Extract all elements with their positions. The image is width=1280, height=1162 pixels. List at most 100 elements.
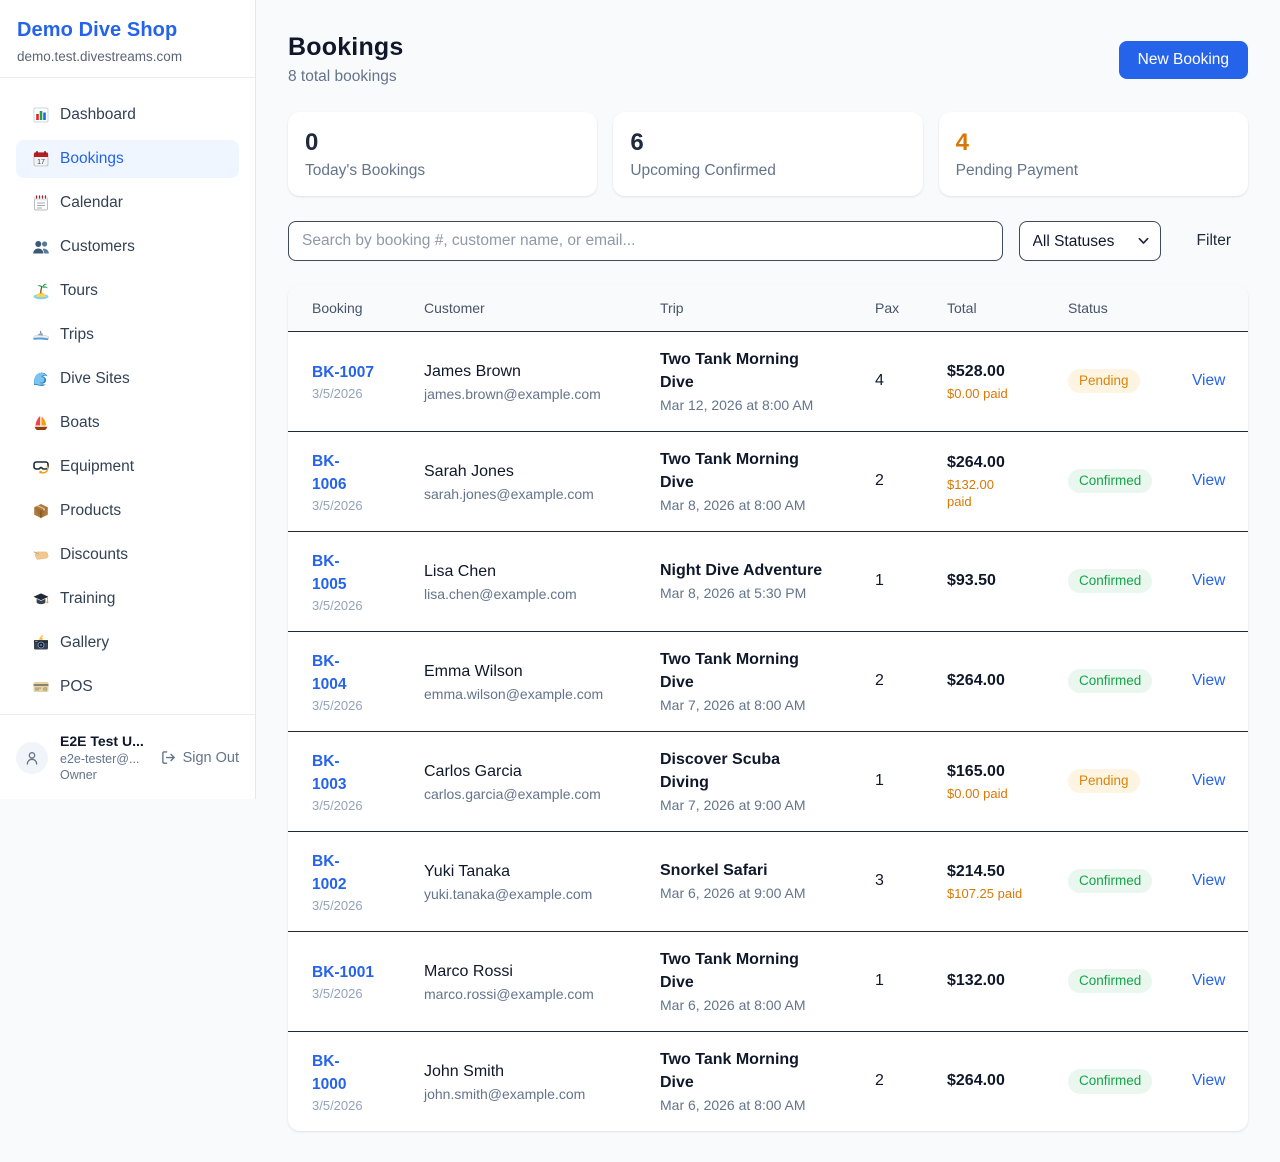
bookings-table: Booking Customer Trip Pax Total Status BK-100… [288, 285, 1248, 1131]
sidebar-item-gallery[interactable]: Gallery [16, 624, 239, 662]
sidebar-item-dashboard[interactable]: Dashboard [16, 96, 239, 134]
trip-datetime: Mar 6, 2026 at 8:00 AM [660, 1096, 806, 1113]
sidebar-item-label: Dive Sites [60, 370, 130, 387]
status-select[interactable]: All Statuses [1018, 221, 1161, 261]
total-cell: $93.50 [935, 531, 1056, 632]
status-select-wrap: All Statuses [1018, 221, 1161, 261]
booking-date: 3/5/2026 [312, 1097, 363, 1113]
graduation-cap-icon [32, 590, 50, 608]
status-badge: Confirmed [1068, 568, 1153, 594]
trip-datetime: Mar 6, 2026 at 9:00 AM [660, 885, 806, 901]
stat-label: Upcoming Confirmed [630, 162, 776, 180]
view-link[interactable]: View [1192, 972, 1226, 989]
booking-id-link[interactable]: BK-1007 [312, 364, 375, 381]
customer-cell: Carlos Garcia carlos.garcia@example.com [412, 731, 648, 832]
dive-mask-icon [32, 458, 50, 476]
sidebar-item-training[interactable]: Training [16, 580, 239, 618]
user-name: E2E Test U... [60, 733, 144, 749]
view-link[interactable]: View [1192, 872, 1226, 889]
column-header-customer: Customer [412, 285, 648, 332]
action-cell: View [1180, 631, 1248, 732]
total-cell: $264.00 [935, 1031, 1056, 1131]
stat-label: Pending Payment [955, 162, 1079, 180]
sign-out-label: Sign Out [182, 749, 239, 766]
pax-cell: 2 [863, 1031, 935, 1131]
customer-email: john.smith@example.com [424, 1086, 586, 1103]
sidebar-item-trips[interactable]: Trips [16, 316, 239, 354]
column-header-booking: Booking [288, 285, 412, 332]
booking-date: 3/5/2026 [312, 597, 363, 613]
booking-id-link[interactable]: BK- 1005 [312, 552, 347, 593]
status-badge: Pending [1068, 368, 1140, 394]
status-cell: Confirmed [1056, 931, 1180, 1032]
sidebar-item-label: Products [60, 502, 122, 519]
pax-value: 2 [875, 672, 884, 689]
booking-cell: BK- 1005 3/5/2026 [288, 531, 412, 632]
view-link[interactable]: View [1192, 372, 1226, 389]
customer-email: marco.rossi@example.com [424, 986, 594, 1002]
sidebar-item-tours[interactable]: Tours [16, 272, 239, 310]
customer-name: Marco Rossi [424, 963, 513, 980]
filter-button[interactable]: Filter [1177, 232, 1248, 250]
total-cell: $132.00 [935, 931, 1056, 1032]
sidebar: Demo Dive Shop demo.test.divestreams.com… [0, 0, 256, 799]
sidebar-item-discounts[interactable]: Discounts [16, 536, 239, 574]
people-icon [32, 238, 50, 256]
action-cell: View [1180, 931, 1248, 1032]
sidebar-item-equipment[interactable]: Equipment [16, 448, 239, 486]
booking-cell: BK- 1003 3/5/2026 [288, 731, 412, 832]
trip-cell: Two Tank Morning Dive Mar 12, 2026 at 8:0… [648, 331, 863, 432]
booking-cell: BK- 1002 3/5/2026 [288, 831, 412, 932]
booking-id-link[interactable]: BK- 1003 [312, 752, 347, 793]
sign-out-button[interactable]: Sign Out [161, 750, 239, 766]
column-header-pax: Pax [863, 285, 935, 332]
sidebar-item-pos[interactable]: POS [16, 668, 239, 706]
status-badge: Confirmed [1068, 1069, 1153, 1094]
booking-id-link[interactable]: BK- 1002 [312, 852, 347, 893]
trip-cell: Two Tank Morning Dive Mar 6, 2026 at 8:00… [648, 1031, 863, 1131]
trip-datetime: Mar 8, 2026 at 5:30 PM [660, 585, 807, 601]
search-input[interactable] [288, 221, 1003, 261]
booking-id-link[interactable]: BK- 1006 [312, 452, 347, 493]
booking-cell: BK- 1000 3/5/2026 [288, 1031, 412, 1131]
pax-value: 1 [875, 572, 884, 589]
customer-name: Sarah Jones [424, 463, 514, 480]
sidebar-item-label: Customers [60, 238, 135, 255]
total-amount: $264.00 [947, 454, 1005, 471]
view-link[interactable]: View [1192, 772, 1226, 789]
sidebar-item-boats[interactable]: Boats [16, 404, 239, 442]
view-link[interactable]: View [1192, 672, 1226, 689]
shop-name: Demo Dive Shop [17, 19, 178, 41]
booking-id-link[interactable]: BK- 1000 [312, 1052, 347, 1093]
package-icon [32, 502, 50, 520]
booking-id-link[interactable]: BK-1001 [312, 964, 375, 981]
status-badge: Confirmed [1068, 968, 1153, 994]
tag-icon [32, 546, 50, 564]
stat-value: 6 [630, 129, 644, 156]
new-booking-button[interactable]: New Booking [1118, 41, 1248, 79]
view-link[interactable]: View [1192, 572, 1226, 589]
sidebar-item-calendar[interactable]: Calendar [16, 184, 239, 222]
action-cell: View [1180, 331, 1248, 432]
customer-email: lisa.chen@example.com [424, 586, 577, 602]
trip-datetime: Mar 7, 2026 at 9:00 AM [660, 796, 806, 813]
page-header-titles: Bookings 8 total bookings [288, 33, 404, 86]
table-header: Booking Customer Trip Pax Total Status [288, 285, 1248, 332]
status-cell: Confirmed [1056, 1031, 1180, 1131]
status-badge: Pending [1068, 768, 1140, 794]
sidebar-item-customers[interactable]: Customers [16, 228, 239, 266]
stat-value: 0 [305, 129, 319, 156]
pax-value: 1 [875, 772, 884, 789]
booking-id-link[interactable]: BK- 1004 [312, 652, 347, 693]
sidebar-item-products[interactable]: Products [16, 492, 239, 530]
view-link[interactable]: View [1192, 472, 1226, 489]
bar-chart-icon [32, 106, 50, 124]
sidebar-item-bookings[interactable]: 17 Bookings [16, 140, 239, 178]
status-cell: Pending [1056, 731, 1180, 832]
filter-bar: All Statuses Filter [288, 221, 1248, 261]
sidebar-item-dive-sites[interactable]: Dive Sites [16, 360, 239, 398]
sailboat-icon [32, 414, 50, 432]
view-link[interactable]: View [1192, 1072, 1226, 1090]
customer-cell: Yuki Tanaka yuki.tanaka@example.com [412, 831, 648, 932]
pax-cell: 2 [863, 631, 935, 732]
